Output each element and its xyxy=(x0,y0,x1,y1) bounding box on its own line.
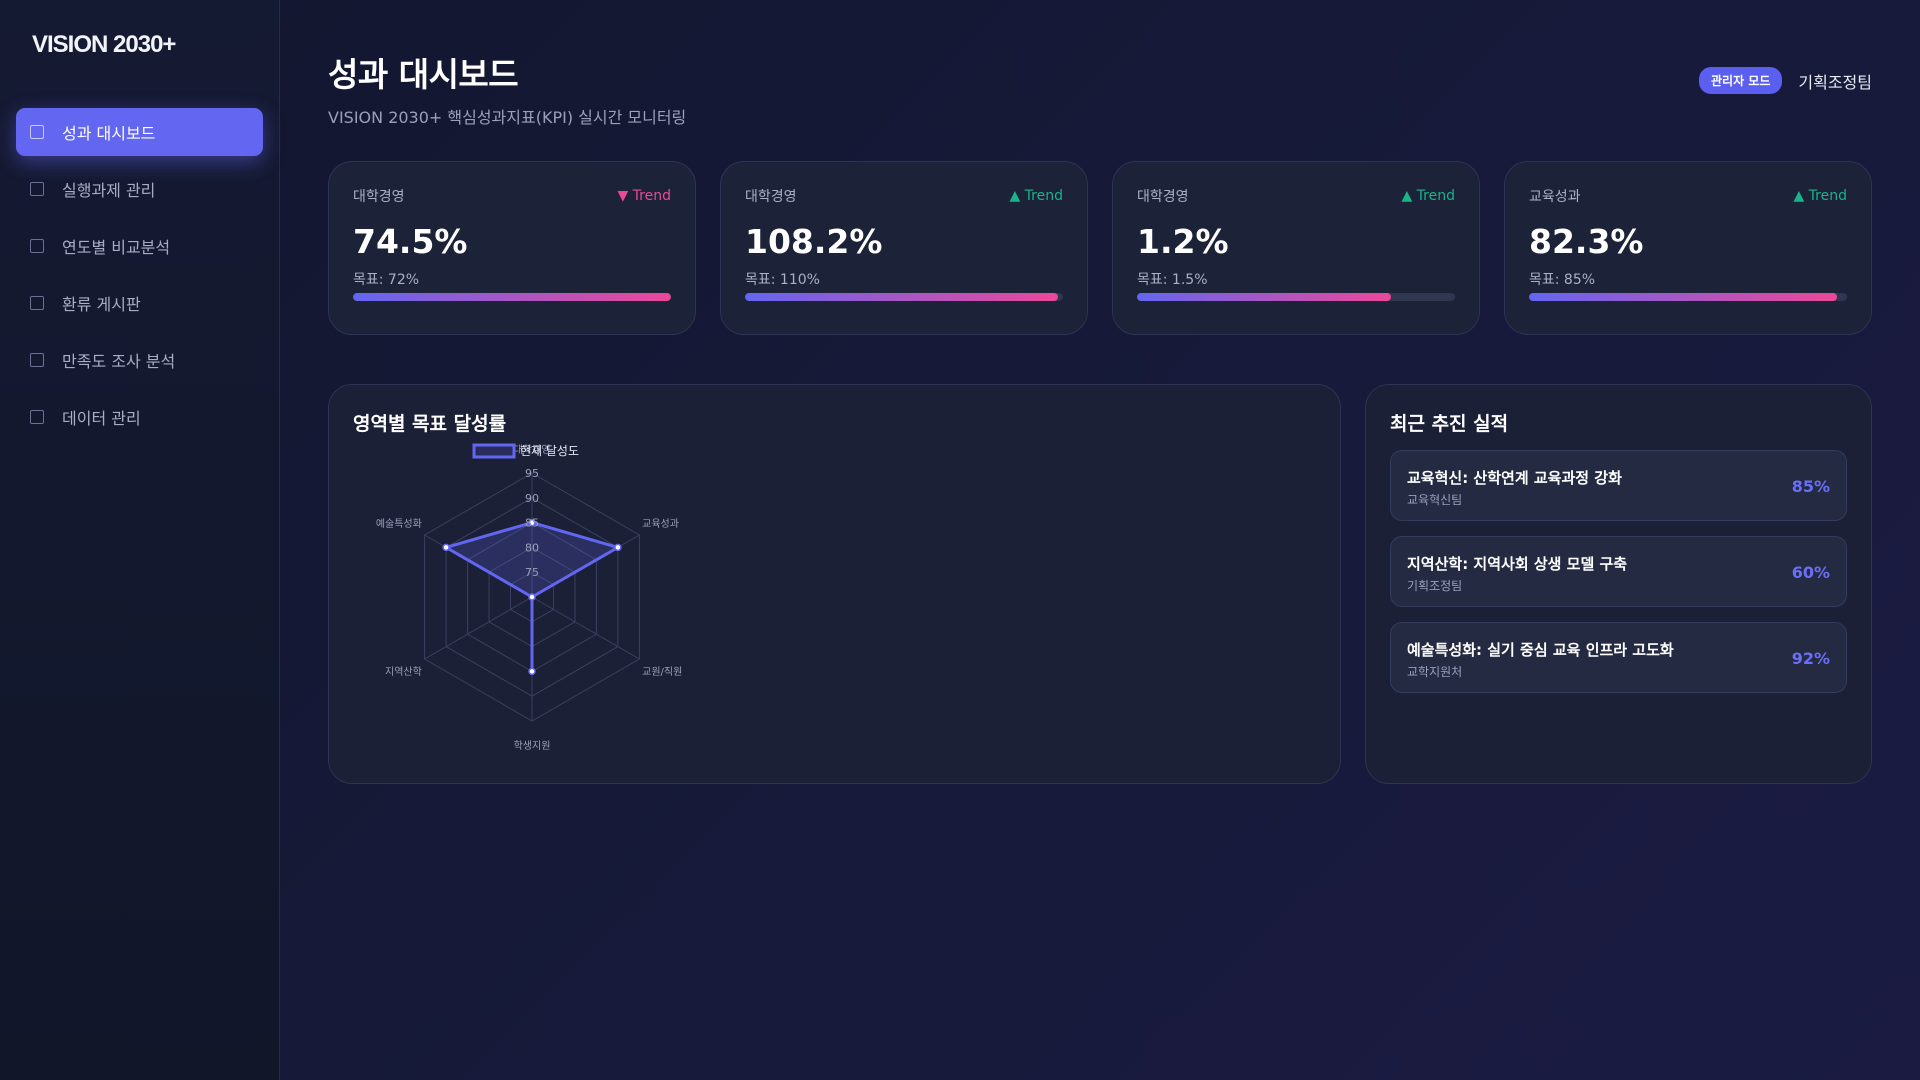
tasks-icon xyxy=(30,182,44,196)
progress-bar xyxy=(745,293,1063,301)
recent-list: 교육혁신: 산학연계 교육과정 강화 교육혁신팀 85% 지역산학: 지역사회 … xyxy=(1390,450,1847,708)
kpi-card[interactable]: 대학경영 ▲ Trend 108.2% 목표: 110% xyxy=(720,161,1088,335)
progress-bar xyxy=(353,293,671,301)
kpi-target: 목표: 72% xyxy=(353,272,420,288)
kpi-category: 대학경영 xyxy=(745,189,797,205)
recent-item[interactable]: 지역산학: 지역사회 상생 모델 구축 기획조정팀 60% xyxy=(1390,536,1847,607)
radar-tick-label: 85 xyxy=(525,517,539,530)
sidebar-item-label: 실행과제 관리 xyxy=(62,181,156,200)
team-name: 기획조정팀 xyxy=(1798,72,1872,92)
progress-fill xyxy=(1529,293,1837,301)
kpi-target: 목표: 110% xyxy=(745,272,820,288)
survey-icon xyxy=(30,353,44,367)
kpi-card[interactable]: 대학경영 ▼ Trend 74.5% 목표: 72% xyxy=(328,161,696,335)
kpi-cards: 대학경영 ▼ Trend 74.5% 목표: 72% 대학경영 ▲ Trend … xyxy=(328,161,1872,335)
recent-item[interactable]: 교육혁신: 산학연계 교육과정 강화 교육혁신팀 85% xyxy=(1390,450,1847,521)
trend-indicator: ▲ Trend xyxy=(1401,188,1455,204)
radar-category-label: 교원/직원 xyxy=(642,666,682,678)
kpi-target: 목표: 85% xyxy=(1529,272,1596,288)
kpi-card[interactable]: 대학경영 ▲ Trend 1.2% 목표: 1.5% xyxy=(1112,161,1480,335)
page-subtitle: VISION 2030+ 핵심성과지표(KPI) 실시간 모니터링 xyxy=(328,108,687,127)
sidebar: VISION 2030+ 성과 대시보드 실행과제 관리 연도별 비교분석 환류… xyxy=(0,0,280,1080)
kpi-target: 목표: 1.5% xyxy=(1137,272,1208,288)
recent-item-title: 지역산학: 지역사회 상생 모델 구축 xyxy=(1407,555,1628,573)
compare-icon xyxy=(30,239,44,253)
progress-fill xyxy=(353,293,671,301)
recent-item-percent: 85% xyxy=(1791,477,1830,496)
radar-category-label: 지역산학 xyxy=(385,666,422,678)
radar-category-label: 학생지원 xyxy=(514,740,551,752)
sidebar-item-label: 만족도 조사 분석 xyxy=(62,352,176,371)
progress-fill xyxy=(745,293,1058,301)
recent-panel-title: 최근 추진 실적 xyxy=(1390,413,1509,435)
legend-swatch xyxy=(472,443,516,459)
radar-data-point xyxy=(528,593,536,601)
recent-item-percent: 60% xyxy=(1791,563,1830,582)
sidebar-nav: 성과 대시보드 실행과제 관리 연도별 비교분석 환류 게시판 만족도 조사 분… xyxy=(0,108,279,441)
sidebar-item-label: 데이터 관리 xyxy=(62,409,141,428)
kpi-value: 82.3% xyxy=(1529,222,1644,261)
kpi-category: 교육성과 xyxy=(1529,189,1581,205)
sidebar-item-label: 환류 게시판 xyxy=(62,295,141,314)
database-icon xyxy=(30,410,44,424)
legend-label: 현재 달성도 xyxy=(520,444,579,458)
radar-tick-label: 90 xyxy=(525,492,539,505)
kpi-value: 108.2% xyxy=(745,222,883,261)
board-icon xyxy=(30,296,44,310)
radar-data-point xyxy=(528,667,536,676)
radar-data-point xyxy=(442,543,450,552)
trend-indicator: ▲ Trend xyxy=(1793,188,1847,204)
dashboard-icon xyxy=(30,125,44,139)
recent-item[interactable]: 예술특성화: 실기 중심 교육 인프라 고도화 교학지원처 92% xyxy=(1390,622,1847,693)
radar-category-label: 예술특성화 xyxy=(376,518,422,530)
brand-logo: VISION 2030+ xyxy=(32,31,176,58)
sidebar-item-label: 연도별 비교분석 xyxy=(62,238,171,257)
progress-fill xyxy=(1137,293,1392,301)
radar-category-label: 대학경영 xyxy=(514,443,551,456)
progress-bar xyxy=(1529,293,1847,301)
chart-panel-title: 영역별 목표 달성률 xyxy=(353,413,507,435)
main-content: 성과 대시보드 VISION 2030+ 핵심성과지표(KPI) 실시간 모니터… xyxy=(280,0,1920,1080)
header-user-area: 관리자 모드 기획조정팀 xyxy=(1699,67,1872,94)
sidebar-item-data[interactable]: 데이터 관리 xyxy=(16,393,263,441)
kpi-card[interactable]: 교육성과 ▲ Trend 82.3% 목표: 85% xyxy=(1504,161,1872,335)
kpi-category: 대학경영 xyxy=(1137,189,1189,205)
admin-mode-badge[interactable]: 관리자 모드 xyxy=(1699,67,1783,94)
recent-item-percent: 92% xyxy=(1791,649,1830,668)
radar-tick-label: 80 xyxy=(525,541,539,554)
recent-item-team: 교육혁신팀 xyxy=(1407,493,1463,507)
trend-indicator: ▲ Trend xyxy=(1009,188,1063,204)
kpi-value: 1.2% xyxy=(1137,222,1229,261)
radar-data-point xyxy=(614,543,622,552)
radar-tick-label: 75 xyxy=(525,566,539,579)
recent-item-title: 교육혁신: 산학연계 교육과정 강화 xyxy=(1407,469,1622,487)
sidebar-item-survey[interactable]: 만족도 조사 분석 xyxy=(16,336,263,384)
page-header: 성과 대시보드 VISION 2030+ 핵심성과지표(KPI) 실시간 모니터… xyxy=(328,48,1872,127)
kpi-category: 대학경영 xyxy=(353,189,405,205)
sidebar-item-dashboard[interactable]: 성과 대시보드 xyxy=(16,108,263,156)
sidebar-item-compare[interactable]: 연도별 비교분석 xyxy=(16,222,263,270)
sidebar-item-tasks[interactable]: 실행과제 관리 xyxy=(16,165,263,213)
page-title: 성과 대시보드 xyxy=(328,55,519,94)
progress-bar xyxy=(1137,293,1455,301)
radar-tick-label: 95 xyxy=(525,467,539,480)
radar-data-point xyxy=(528,518,536,527)
kpi-value: 74.5% xyxy=(353,222,468,261)
radar-category-label: 교육성과 xyxy=(642,518,679,530)
recent-results-panel: 최근 추진 실적 교육혁신: 산학연계 교육과정 강화 교육혁신팀 85% 지역… xyxy=(1365,384,1872,784)
recent-item-team: 기획조정팀 xyxy=(1407,579,1463,593)
sidebar-item-board[interactable]: 환류 게시판 xyxy=(16,279,263,327)
recent-item-team: 교학지원처 xyxy=(1407,665,1463,679)
radar-axis-spoke xyxy=(531,596,640,660)
recent-item-title: 예술특성화: 실기 중심 교육 인프라 고도화 xyxy=(1407,641,1674,659)
radar-axis-spoke xyxy=(424,596,533,660)
trend-indicator: ▼ Trend xyxy=(617,188,671,204)
sidebar-item-label: 성과 대시보드 xyxy=(62,124,156,143)
